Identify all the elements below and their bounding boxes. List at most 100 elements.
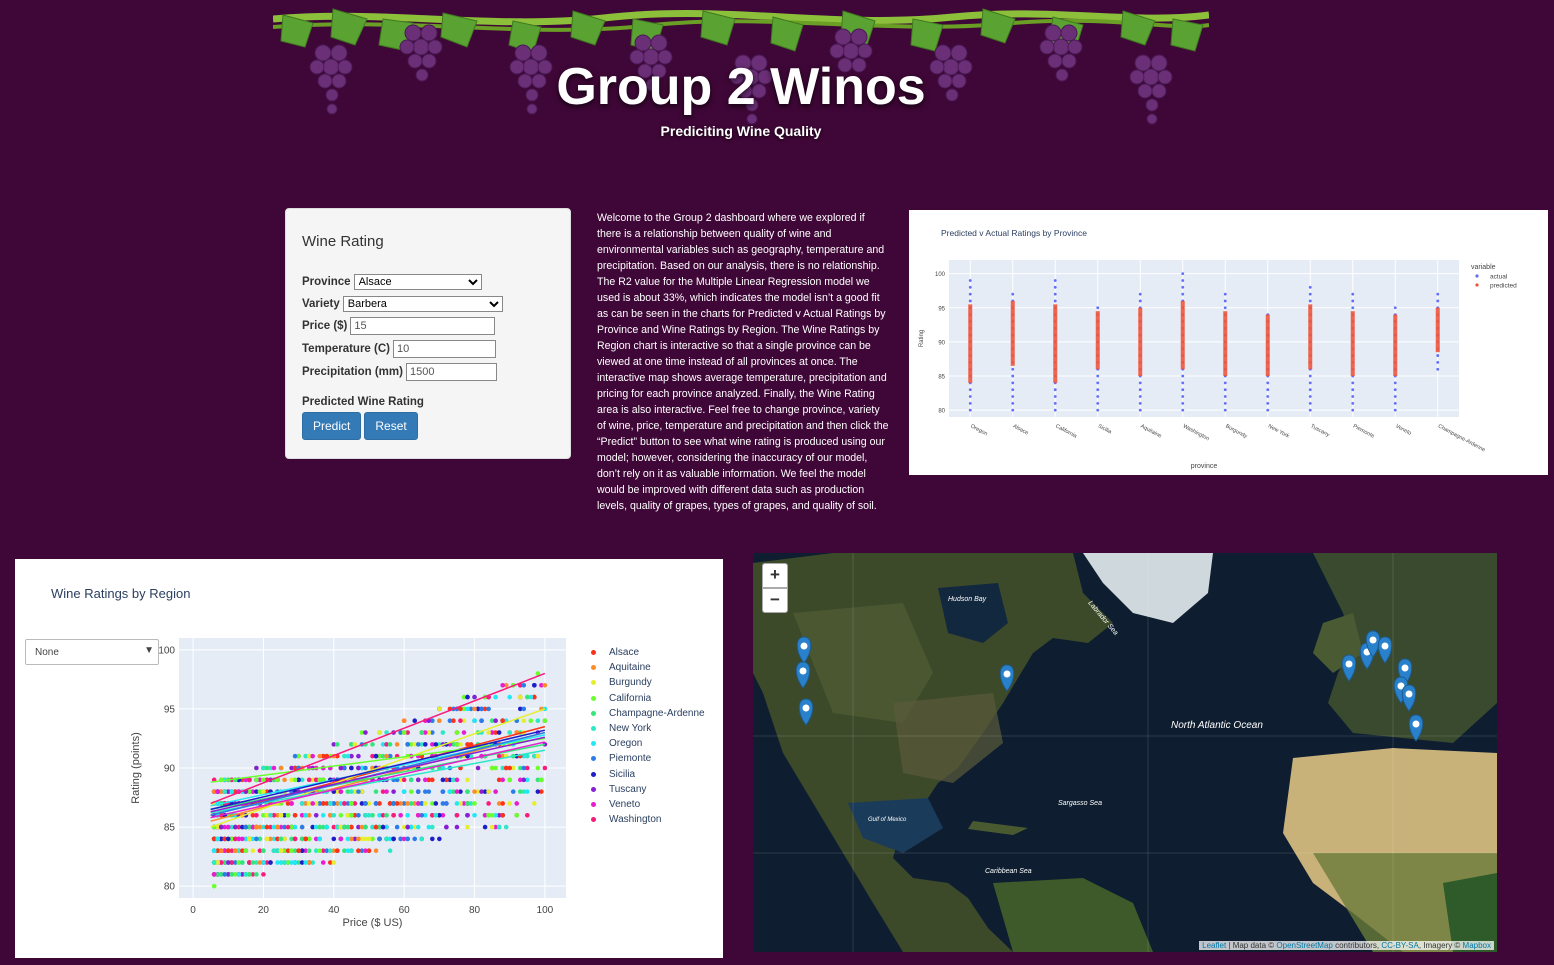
actual-point: [968, 279, 972, 282]
actual-point: [1393, 395, 1397, 398]
legend-item[interactable]: California: [589, 691, 705, 706]
data-point: [465, 742, 470, 747]
data-point: [373, 789, 379, 794]
actual-point: [968, 388, 972, 392]
province-select[interactable]: Alsace: [353, 274, 482, 290]
legend-item[interactable]: Piemonte: [589, 751, 705, 766]
data-point: [528, 694, 534, 700]
data-point: [391, 801, 396, 806]
legend-item[interactable]: Washington: [589, 812, 705, 827]
world-map[interactable]: North Atlantic Ocean Sargasso Sea Caribb…: [753, 553, 1497, 952]
data-point: [493, 812, 498, 818]
osm-link[interactable]: OpenStreetMap: [1276, 941, 1333, 950]
data-point: [289, 824, 294, 830]
data-point: [475, 706, 481, 712]
data-point: [539, 777, 544, 783]
data-point: [257, 824, 263, 830]
data-point: [250, 812, 256, 818]
data-point: [468, 753, 474, 759]
legend-item[interactable]: New York: [589, 721, 705, 736]
map-tiles: North Atlantic Ocean Sargasso Sea Caribb…: [753, 553, 1497, 952]
actual-point: [1053, 395, 1057, 398]
data-point: [313, 812, 319, 818]
data-point: [461, 694, 467, 700]
price-input[interactable]: [350, 317, 496, 335]
data-point: [292, 777, 298, 783]
data-point: [211, 836, 217, 842]
legend-item[interactable]: Alsace: [589, 645, 705, 660]
data-point: [447, 789, 453, 794]
precipitation-input[interactable]: [405, 363, 497, 381]
data-point: [422, 730, 428, 735]
data-point: [250, 836, 256, 842]
legend-item[interactable]: Burgundy: [589, 675, 705, 690]
data-point: [503, 682, 509, 688]
variety-select[interactable]: Barbera: [342, 296, 503, 312]
data-point: [243, 848, 249, 854]
legend-item[interactable]: Aquitaine: [589, 660, 705, 675]
legend-item[interactable]: Oregon: [589, 736, 705, 751]
zoom-in-button[interactable]: +: [762, 563, 788, 588]
data-point: [310, 777, 315, 783]
data-point: [419, 836, 425, 842]
actual-point: [1181, 408, 1185, 412]
map-label-hudson: Hudson Bay: [948, 596, 987, 603]
data-point: [254, 872, 259, 877]
actual-point: [1393, 306, 1397, 310]
data-point: [363, 824, 368, 830]
trend-line: [210, 749, 546, 814]
data-point: [342, 824, 347, 830]
legend-label: Sicilia: [609, 768, 636, 780]
data-point: [240, 860, 245, 865]
legend-item[interactable]: Sicilia: [589, 767, 705, 782]
data-point: [440, 801, 446, 806]
legend-item[interactable]: Veneto: [589, 797, 705, 812]
license-link[interactable]: CC-BY-SA: [1381, 941, 1419, 950]
zoom-out-button[interactable]: −: [762, 588, 788, 613]
data-point: [539, 789, 544, 794]
data-point: [415, 812, 421, 818]
data-point: [430, 801, 435, 806]
data-point: [292, 765, 298, 771]
data-point: [292, 753, 298, 759]
data-point: [363, 812, 368, 818]
data-point: [458, 718, 463, 724]
data-point: [528, 718, 534, 724]
data-point: [422, 777, 428, 783]
legend-item[interactable]: Tuscany: [589, 782, 705, 797]
data-point: [377, 824, 382, 830]
predict-button[interactable]: Predict: [302, 412, 362, 440]
mapbox-link[interactable]: Mapbox: [1462, 941, 1491, 950]
region-filter-dropdown[interactable]: None ▼: [25, 639, 159, 665]
data-point: [345, 753, 351, 759]
data-point: [401, 718, 407, 724]
leaflet-link[interactable]: Leaflet: [1202, 941, 1227, 950]
data-point: [275, 824, 280, 830]
data-point: [461, 706, 467, 712]
temperature-input[interactable]: [392, 340, 496, 358]
data-point: [349, 812, 354, 818]
reset-button[interactable]: Reset: [364, 412, 418, 440]
data-point: [454, 824, 460, 830]
data-point: [211, 860, 217, 865]
data-point: [525, 812, 530, 818]
data-point: [398, 812, 403, 818]
data-point: [419, 801, 425, 806]
data-point: [338, 789, 344, 794]
y-tick-label: 95: [164, 704, 176, 715]
data-point: [254, 812, 259, 818]
data-point: [373, 848, 379, 854]
actual-point: [1308, 401, 1312, 405]
data-point: [465, 777, 470, 783]
data-point: [387, 848, 393, 854]
data-point: [408, 777, 414, 783]
data-point: [482, 789, 488, 794]
data-point: [525, 777, 530, 783]
actual-point: [1393, 388, 1397, 392]
predicted-rating-label: Predicted Wine Rating: [302, 396, 424, 408]
legend-item[interactable]: Champagne-Ardenne: [589, 706, 705, 721]
data-point: [525, 789, 530, 794]
data-point: [415, 789, 421, 794]
data-point: [458, 742, 463, 747]
legend-label: Burgundy: [609, 677, 652, 689]
